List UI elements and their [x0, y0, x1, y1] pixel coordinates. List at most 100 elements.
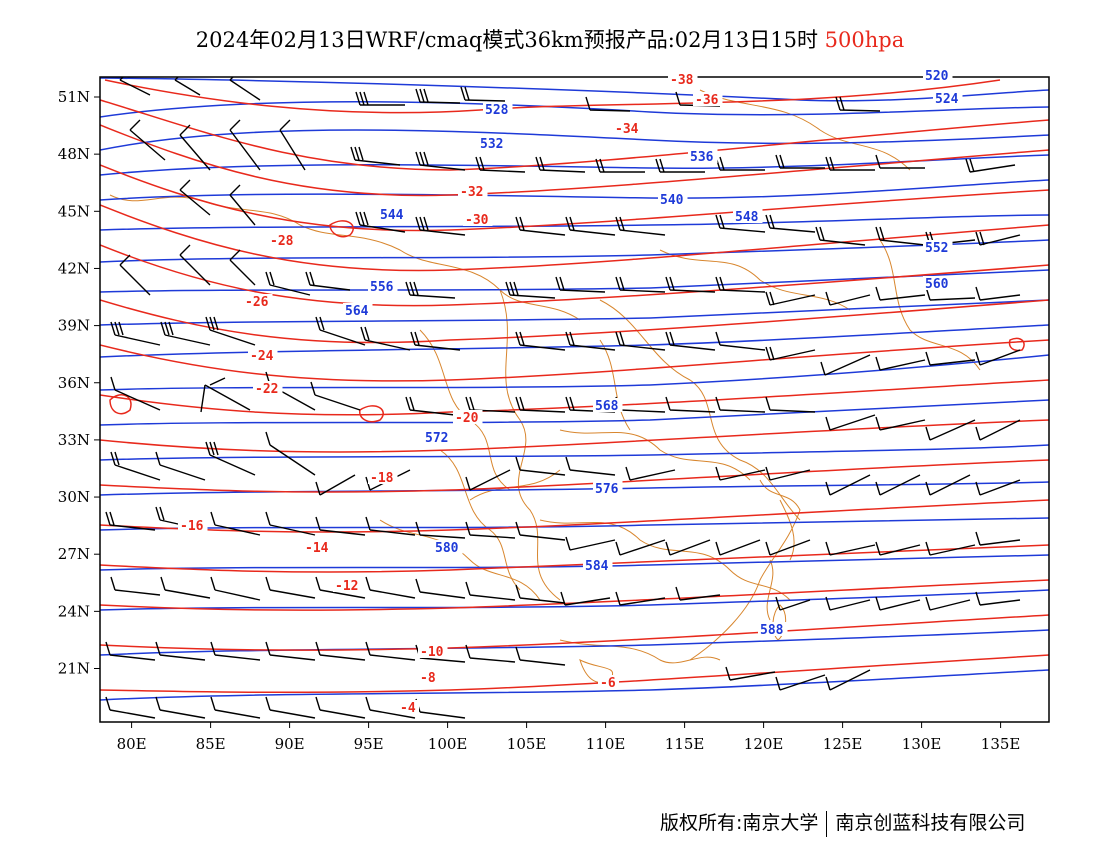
contour-label-bg: [418, 670, 439, 684]
lon-tick-label: 85E: [196, 735, 226, 753]
contour-label: 548: [735, 210, 759, 225]
contour-label-bg: [433, 540, 463, 554]
contour-label: -24: [250, 349, 274, 364]
plot-frame: [99, 76, 1050, 723]
lat-tick-label: 45N: [58, 202, 90, 220]
lon-tick-label: 80E: [117, 735, 147, 753]
contour-label: -10: [420, 645, 444, 660]
lon-tick-label: 90E: [275, 735, 305, 753]
contour-label: -28: [270, 234, 294, 249]
contour-label-bg: [923, 240, 953, 254]
contour-label: -18: [370, 471, 394, 486]
contour-label-bg: [593, 398, 623, 412]
contour-label: 560: [925, 277, 949, 292]
latitude-axis: 51N 48N 45N 42N 39N 36N 33N 30N 27N 24N 21N: [58, 88, 100, 678]
lon-tick-label: 105E: [507, 735, 547, 753]
contour-label-bg: [598, 675, 619, 689]
lat-tick-label: 36N: [58, 374, 90, 392]
footer-divider: [826, 810, 828, 837]
footer: 版权所有:南京大学 南京创蓝科技有限公司: [660, 808, 1025, 837]
contour-label-bg: [593, 481, 623, 495]
contour-label-bg: [368, 470, 398, 484]
contour-label-bg: [923, 68, 953, 82]
contour-label-bg: [303, 540, 333, 554]
lat-tick-label: 51N: [58, 88, 90, 106]
contour-label: -38: [670, 73, 694, 88]
contour-label: -12: [335, 579, 358, 594]
contour-label: 576: [595, 482, 619, 497]
contour-label-bg: [463, 212, 493, 226]
contour-label: 568: [595, 399, 619, 414]
contour-label-bg: [923, 276, 953, 290]
contour-label-bg: [333, 578, 363, 592]
contour-label-bg: [268, 233, 298, 247]
contour-label: -22: [255, 382, 278, 397]
contour-label: 544: [380, 208, 404, 223]
contour-label-bg: [483, 102, 513, 116]
contour-label-bg: [243, 294, 273, 308]
contour-label: -34: [615, 122, 639, 137]
title-text: 2024年02月13日WRF/cmaq模式36km预报产品:02月13日15时: [195, 28, 818, 52]
lat-tick-label: 21N: [58, 660, 90, 678]
contour-label-bg: [668, 72, 698, 86]
contour-label: 540: [660, 193, 684, 208]
temperature-contours: [100, 79, 1049, 694]
contour-label-bg: [613, 121, 643, 135]
height-contour-labels: 520 524 528 532 536 540 544 548 552 556 560 564 568 5…: [343, 68, 963, 638]
contour-label: 528: [485, 103, 509, 118]
lon-tick-label: 100E: [428, 735, 468, 753]
lon-tick-label: 115E: [665, 735, 705, 753]
contour-label: -32: [460, 185, 483, 200]
lon-tick-label: 130E: [902, 735, 942, 753]
contour-label: 520: [925, 69, 949, 84]
contour-label-bg: [758, 622, 788, 636]
contour-label: -30: [465, 213, 489, 228]
contour-label-bg: [418, 644, 448, 658]
lat-tick-label: 27N: [58, 545, 90, 563]
lat-tick-label: 33N: [58, 431, 90, 449]
wind-barbs: [105, 77, 1021, 719]
longitude-axis: 80E 85E 90E 95E 100E 105E 110E 115E 120E 125E 130E…: [117, 722, 1021, 753]
lon-tick-label: 135E: [981, 735, 1021, 753]
contour-label-bg: [688, 149, 718, 163]
contour-label-bg: [253, 381, 283, 395]
contour-label-bg: [583, 558, 613, 572]
contour-label-bg: [693, 92, 723, 106]
map-layers: [100, 77, 1049, 719]
copyright-text: 版权所有:南京大学: [660, 812, 819, 834]
contour-label-bg: [248, 348, 278, 362]
contour-label-bg: [933, 91, 963, 105]
contour-label: 552: [925, 241, 948, 256]
contour-label: -14: [305, 541, 329, 556]
contour-label: 584: [585, 559, 609, 574]
lon-tick-label: 125E: [823, 735, 863, 753]
contour-label-bg: [398, 700, 419, 714]
contour-label-bg: [378, 207, 408, 221]
lat-tick-label: 42N: [58, 259, 90, 277]
contour-label: -26: [245, 295, 269, 310]
contour-label: -6: [600, 676, 616, 691]
contour-label-bg: [733, 209, 763, 223]
contour-label-bg: [368, 279, 398, 293]
contour-label: 532: [480, 137, 503, 152]
contour-label: -16: [180, 519, 204, 534]
lat-tick-label: 30N: [58, 488, 90, 506]
contour-label: 556: [370, 280, 394, 295]
pressure-level-label: 500hpa: [824, 28, 905, 52]
lon-tick-label: 95E: [354, 735, 384, 753]
company-text: 南京创蓝科技有限公司: [835, 812, 1026, 834]
lon-tick-label: 120E: [744, 735, 784, 753]
contour-label-bg: [423, 430, 453, 444]
lat-tick-label: 39N: [58, 317, 90, 335]
contour-label: 564: [345, 304, 369, 319]
contour-label: -36: [695, 93, 719, 108]
contour-label: 524: [935, 92, 959, 107]
temperature-contour-labels: -38-36 -34 -32 -30 -28 -26 -24 -22 -20 -18 -16 -14 -…: [178, 72, 723, 716]
map-title: 2024年02月13日WRF/cmaq模式36km预报产品:02月13日15时 …: [0, 24, 1100, 54]
contour-label: 536: [690, 150, 714, 165]
contour-label-bg: [658, 192, 688, 206]
contour-label-bg: [478, 136, 508, 150]
lat-tick-label: 24N: [58, 602, 90, 620]
lon-tick-label: 110E: [586, 735, 626, 753]
